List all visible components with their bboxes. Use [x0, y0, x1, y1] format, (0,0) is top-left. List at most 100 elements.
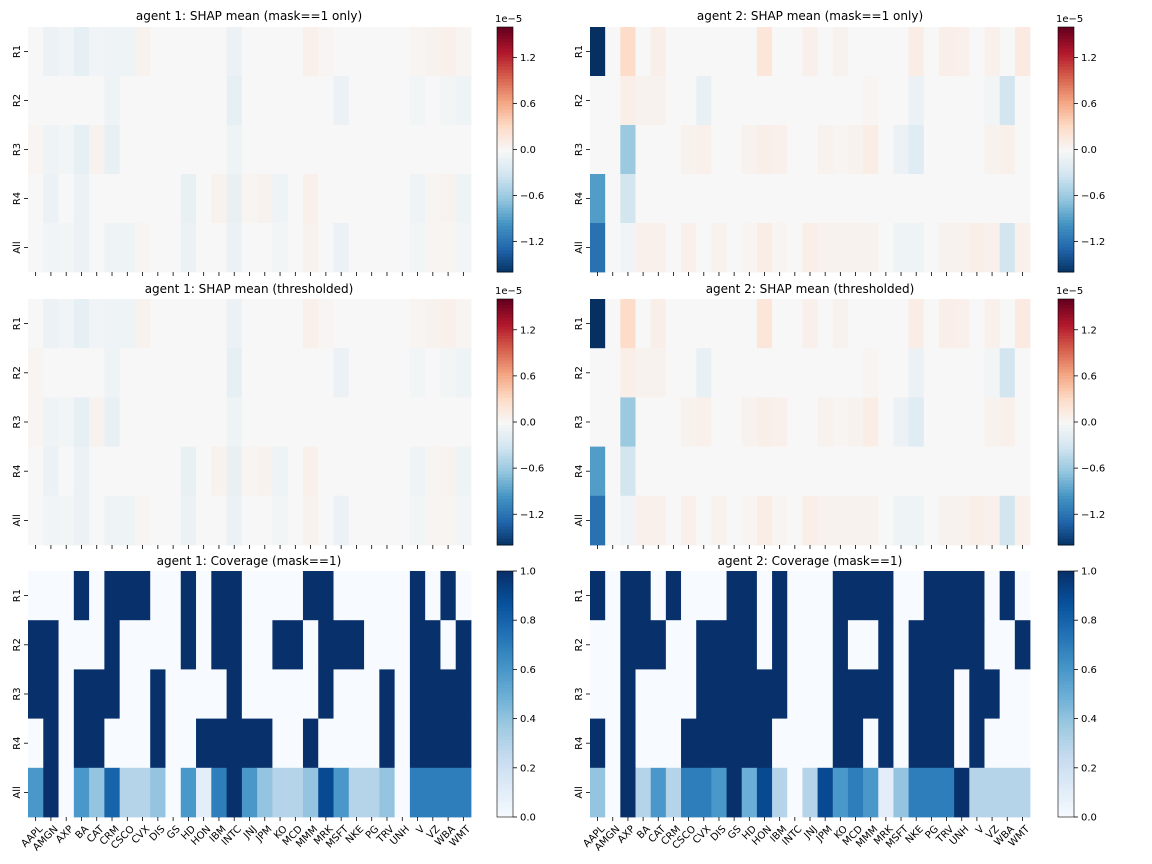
heatmap-cell	[817, 620, 834, 670]
heatmap-cell	[938, 299, 955, 349]
heatmap-cell	[333, 397, 350, 447]
heatmap-cell	[318, 669, 334, 719]
heatmap-cell	[409, 125, 426, 175]
heatmap-cell	[832, 348, 849, 398]
heatmap-cell	[665, 620, 682, 670]
heatmap-cell	[772, 495, 788, 546]
heatmap-cell	[908, 348, 925, 398]
colorbar-step	[497, 746, 513, 750]
colorbar-step	[1058, 586, 1074, 590]
colorbar-step	[1058, 654, 1074, 658]
heatmap-cell	[756, 397, 773, 447]
heatmap-cell	[257, 446, 273, 497]
heatmap-cell	[455, 446, 472, 497]
heatmap-cell	[711, 620, 727, 670]
heatmap-cell	[394, 446, 411, 497]
heatmap-cell	[908, 718, 925, 769]
heatmap-cell	[180, 125, 197, 175]
colorbar-step	[497, 718, 513, 723]
heatmap-cell	[43, 125, 59, 175]
heatmap-cell	[196, 348, 212, 398]
heatmap-cell	[73, 571, 90, 621]
heatmap-cell	[440, 348, 457, 398]
colorbar-step	[497, 265, 513, 270]
heatmap-cell	[863, 348, 879, 398]
colorbar-step	[1058, 541, 1074, 546]
heatmap-cell	[180, 767, 197, 818]
colorbar-step	[1058, 452, 1074, 457]
heatmap-cell	[1014, 125, 1031, 175]
heatmap-cell	[43, 397, 59, 447]
colorbar-step	[1058, 595, 1074, 600]
colorbar-step	[497, 131, 513, 135]
colorbar-step	[497, 219, 513, 224]
heatmap-cell	[455, 718, 472, 769]
colorbar-step	[1058, 526, 1074, 531]
heatmap-cell	[89, 299, 105, 349]
heatmap-cell	[984, 348, 1001, 398]
colorbar-tick-label: 1.0	[520, 567, 536, 578]
heatmap-cell	[590, 767, 606, 818]
heatmap-cell	[364, 76, 380, 126]
y-tick-label: R1	[12, 589, 23, 602]
colorbar-step	[497, 30, 513, 34]
panel-title: agent 1: SHAP mean (mask==1 only)	[136, 9, 362, 23]
heatmap-cell	[394, 571, 411, 621]
heatmap-cell	[908, 620, 925, 670]
colorbar-step	[497, 338, 513, 343]
heatmap-cell	[908, 767, 925, 818]
colorbar-step	[1058, 669, 1074, 673]
colorbar-step	[497, 737, 513, 741]
heatmap-cell	[665, 27, 682, 77]
heatmap-cell	[984, 76, 1001, 126]
heatmap-cell	[711, 76, 727, 126]
x-tick-label: AXP	[616, 824, 638, 846]
heatmap-cell	[847, 620, 864, 670]
heatmap-cell	[681, 767, 697, 818]
colorbar-step	[497, 94, 513, 98]
heatmap-cell	[711, 223, 727, 273]
colorbar-step	[497, 375, 513, 380]
heatmap-cell	[863, 446, 879, 497]
heatmap-cell	[923, 76, 940, 126]
colorbar-step	[497, 795, 513, 800]
heatmap-cell	[726, 767, 743, 818]
heatmap-cell	[409, 495, 426, 546]
heatmap-cell	[287, 125, 304, 175]
colorbar-step	[1058, 338, 1074, 343]
colorbar-step	[1058, 42, 1074, 46]
heatmap-cell	[605, 125, 621, 175]
heatmap-cell	[104, 223, 121, 273]
heatmap-cell	[787, 571, 803, 621]
heatmap-cell	[908, 76, 925, 126]
colorbar-step	[497, 189, 513, 193]
heatmap-cell	[726, 571, 743, 621]
colorbar-exponent: 1e−5	[495, 286, 522, 297]
heatmap-cell	[590, 495, 606, 546]
heatmap-cell	[287, 348, 304, 398]
colorbar-step	[497, 305, 513, 309]
heatmap-cell	[923, 174, 940, 224]
heatmap-cell	[908, 571, 925, 621]
colorbar-step	[497, 103, 513, 108]
heatmap-cell	[787, 620, 803, 670]
colorbar-step	[1058, 109, 1074, 114]
heatmap-cell	[211, 495, 227, 546]
heatmap-cell	[665, 125, 682, 175]
colorbar-step	[1058, 103, 1074, 108]
colorbar-step	[1058, 440, 1074, 445]
heatmap-cell	[379, 495, 396, 546]
colorbar-step	[497, 42, 513, 46]
heatmap-cell	[756, 767, 773, 818]
colorbar-step	[497, 471, 513, 475]
heatmap-cell	[620, 669, 636, 719]
heatmap-cell	[425, 125, 441, 175]
heatmap-cell	[409, 223, 426, 273]
heatmap-cell	[665, 669, 682, 719]
colorbar-step	[1058, 250, 1074, 255]
heatmap-cell	[150, 299, 166, 349]
colorbar-step	[1058, 412, 1074, 417]
heatmap-cell	[89, 571, 105, 621]
heatmap-cell	[711, 718, 727, 769]
heatmap-cell	[772, 348, 788, 398]
